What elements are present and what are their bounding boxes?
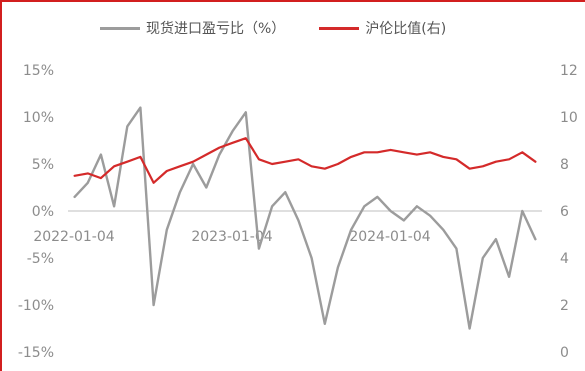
series-lines (73, 106, 537, 330)
y-right-tick-label: 4 (560, 251, 569, 267)
y-axis-left-ticks: -15% -10% -5% 0% 5% 10% 15% (18, 63, 54, 361)
y-axis-right-ticks: 0 2 4 6 8 10 12 (560, 63, 578, 361)
legend-label-red-series: 沪伦比值(右) (365, 21, 447, 37)
legend-swatch-red (319, 26, 360, 30)
y-right-tick-label: 8 (560, 157, 569, 173)
x-tick-label: 2023-01-04 (191, 229, 272, 245)
y-right-tick-label: 0 (560, 345, 569, 361)
y-left-tick-label: -5% (27, 251, 54, 267)
y-left-tick-label: 0% (32, 204, 54, 220)
top-accent-rule (0, 0, 585, 2)
x-axis-ticks: 2022-01-04 2023-01-04 2024-01-04 (33, 229, 430, 245)
y-right-tick-label: 10 (560, 110, 578, 126)
series-line-ratio (73, 137, 537, 184)
y-left-tick-label: 10% (23, 110, 54, 126)
y-left-tick-label: 5% (32, 157, 54, 173)
left-accent-rule (0, 0, 2, 371)
chart-legend: 现货进口盈亏比（%） 沪伦比值(右) (100, 18, 480, 38)
legend-label-gray-series: 现货进口盈亏比（%） (146, 21, 286, 37)
y-left-tick-label: -15% (18, 345, 54, 361)
legend-item-red-series: 沪伦比值(右) (319, 18, 446, 38)
y-left-tick-label: 15% (23, 63, 54, 79)
y-right-tick-label: 6 (560, 204, 569, 220)
series-line-import-margin (73, 106, 537, 330)
y-right-tick-label: 12 (560, 63, 578, 79)
legend-item-gray-series: 现货进口盈亏比（%） (100, 18, 285, 38)
y-right-tick-label: 2 (560, 298, 569, 314)
legend-swatch-gray (100, 26, 140, 30)
x-tick-label: 2024-01-04 (349, 229, 430, 245)
x-tick-label: 2022-01-04 (33, 229, 114, 245)
y-left-tick-label: -10% (18, 298, 54, 314)
